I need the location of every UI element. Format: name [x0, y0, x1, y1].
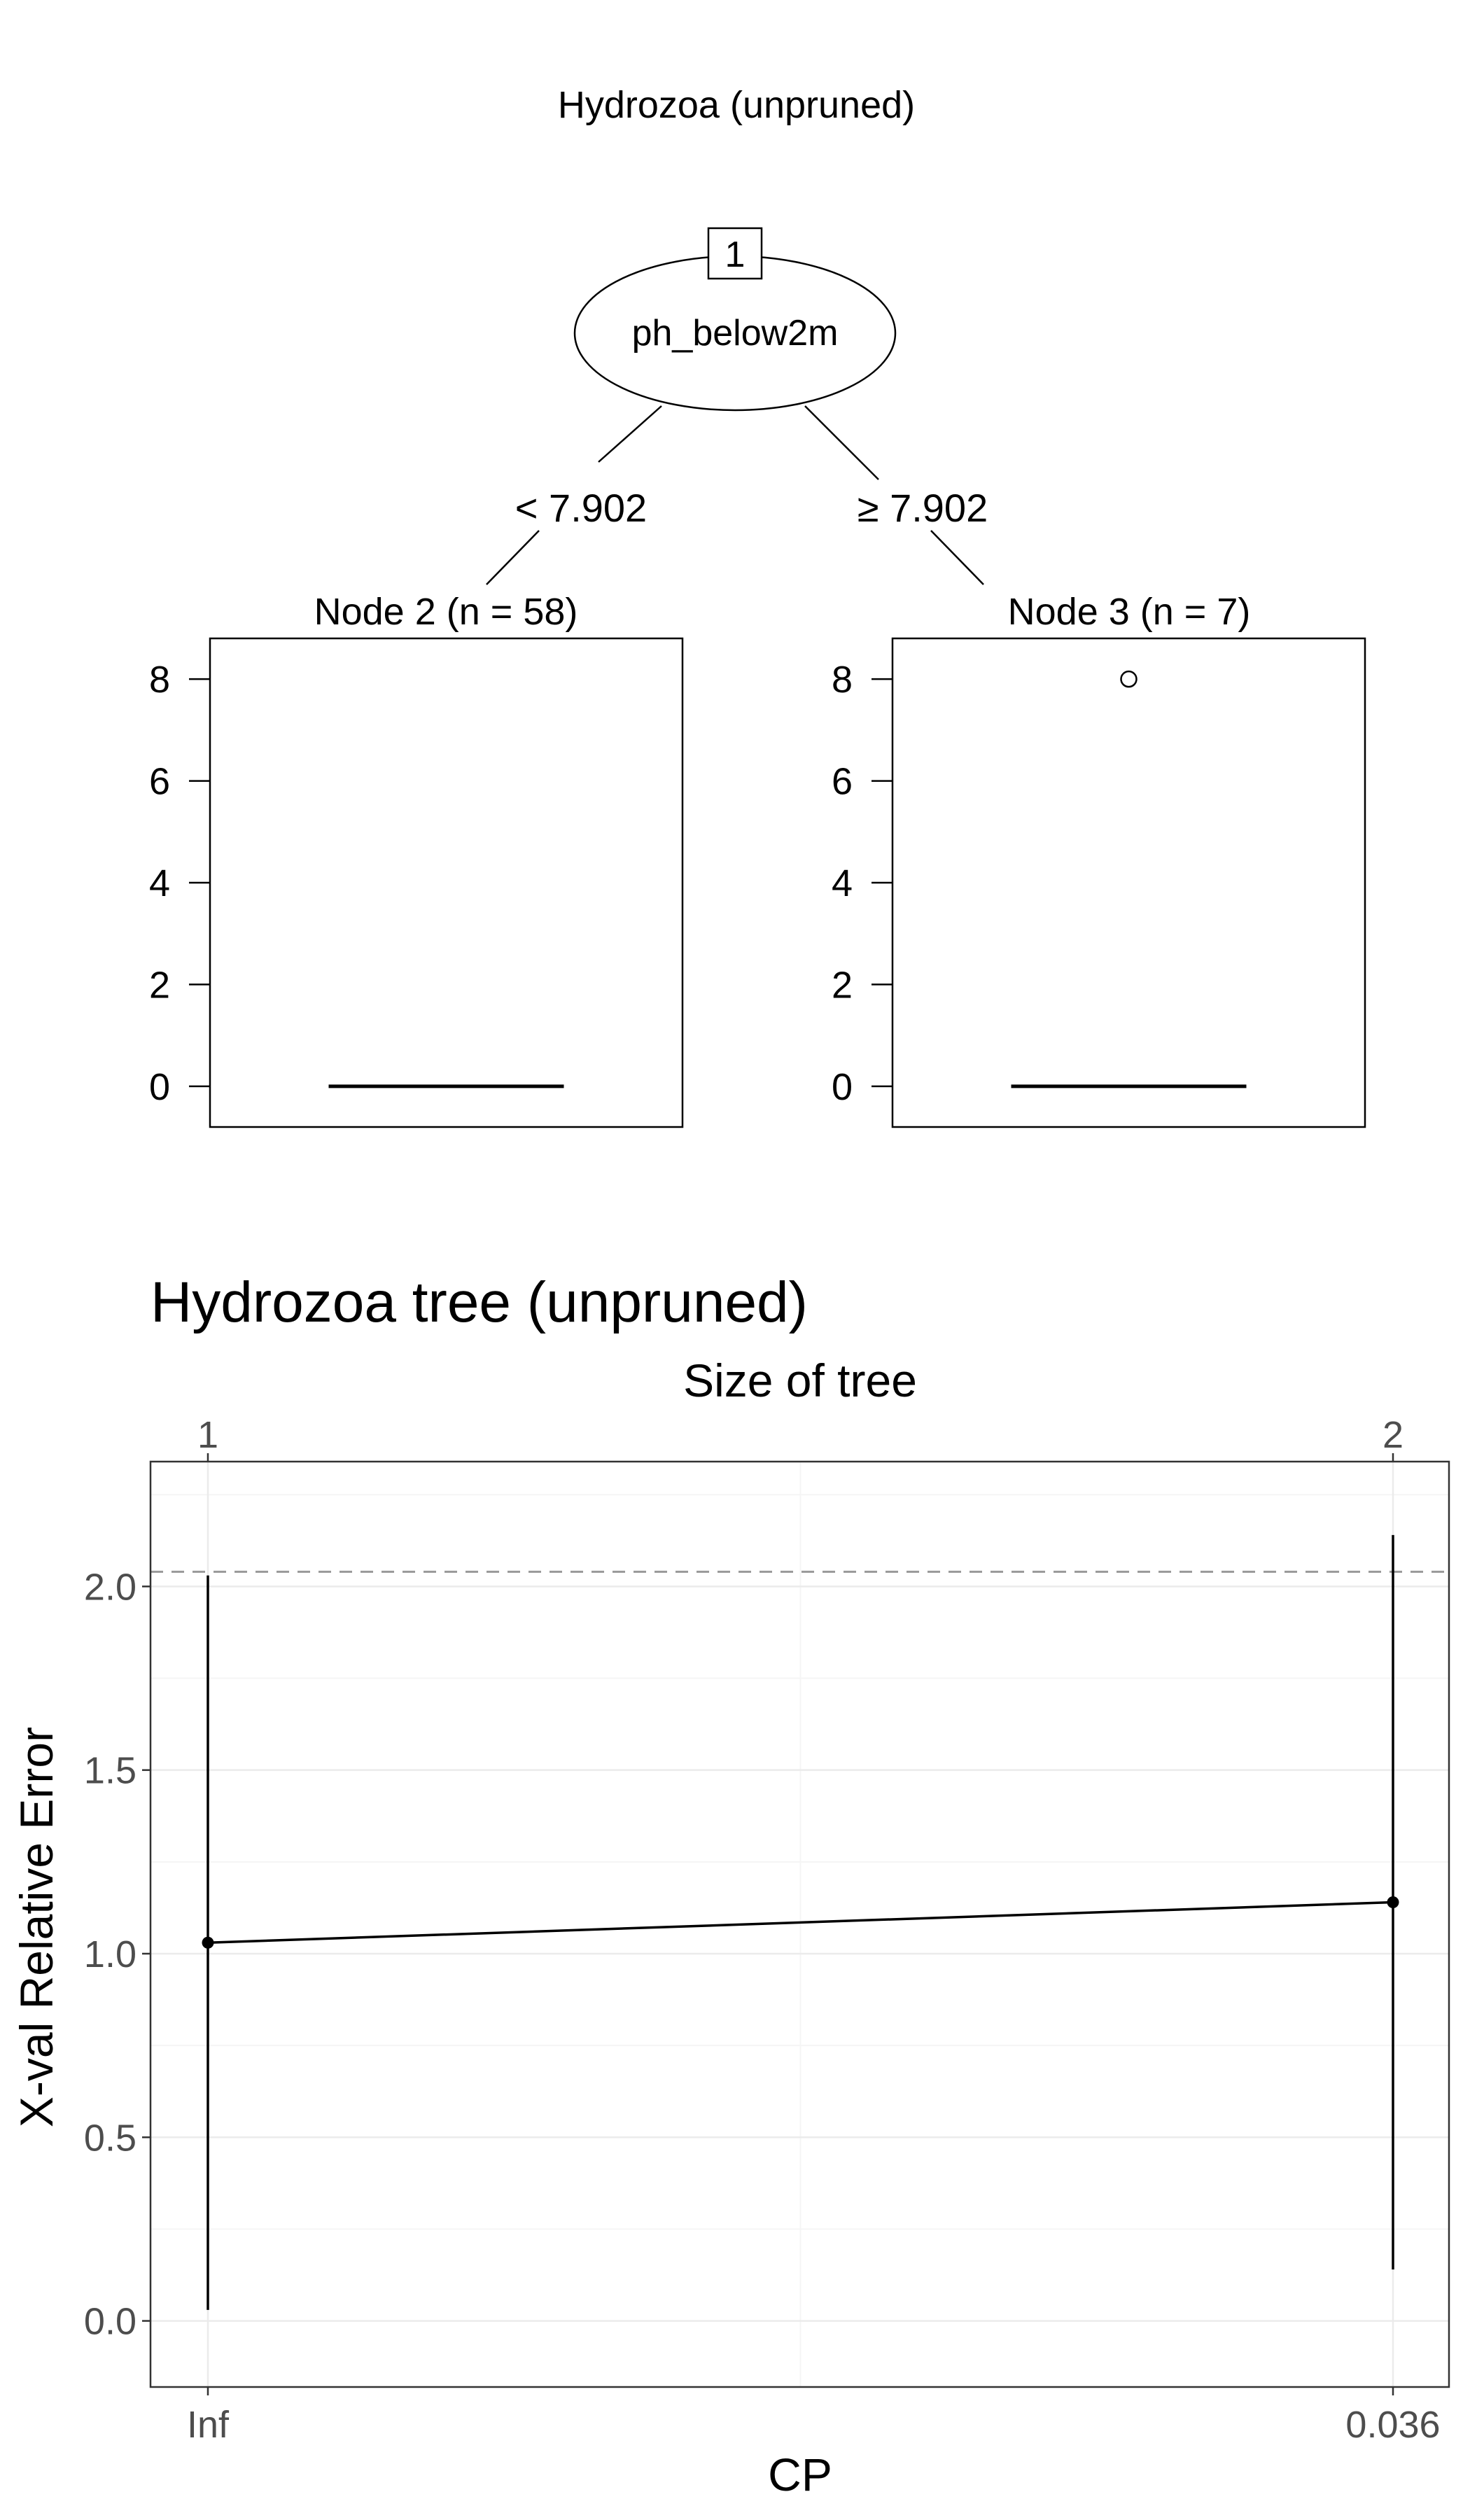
leaf-y-tick-label: 4 [149, 862, 170, 904]
tree-edge-left-lower [486, 530, 540, 585]
cp-plot-panel: 0.0 0.5 1.0 1.5 2.0 Inf 0.036 1 2 [84, 1414, 1450, 2446]
node-id-label: 1 [725, 234, 746, 275]
y-axis-label: X-val Relative Error [10, 1727, 62, 2127]
tree-edge-right-upper [804, 405, 879, 480]
node-id-box [707, 227, 763, 280]
cp-panel-border [149, 1460, 1450, 2388]
x-tick-label: 0.036 [1345, 2404, 1440, 2446]
x-tick-label: Inf [187, 2404, 230, 2446]
leaf-y-tick-label: 4 [832, 862, 853, 904]
y-tick-label: 0.5 [84, 2117, 136, 2159]
tree-edge-right-lower [930, 530, 984, 585]
leaf-frame [891, 637, 1366, 1128]
y-tick-label: 0.0 [84, 2301, 136, 2343]
cp-plot-title: Hydrozoa tree (unpruned) [150, 1270, 808, 1334]
top-tick-label: 1 [197, 1414, 218, 1456]
data-point [1387, 1896, 1399, 1909]
leaf-y-tick-label: 2 [832, 964, 853, 1006]
leaf-y-tick-label: 6 [832, 761, 853, 803]
y-tick-label: 1.5 [84, 1750, 136, 1792]
top-tick-label: 2 [1382, 1414, 1404, 1456]
y-tick-label: 2.0 [84, 1566, 136, 1608]
leaf-frame [209, 637, 684, 1128]
error-line [207, 1900, 1394, 1944]
leaf-panel-node-3: 0 2 4 6 8 [832, 637, 1366, 1128]
leaf-y-tick-label: 0 [832, 1066, 853, 1108]
leaf-label-node-2: Node 2 (n = 58) [314, 591, 578, 633]
split-label-left: < 7.902 [515, 486, 647, 530]
data-point [202, 1936, 214, 1949]
boxplot-outlier [1120, 670, 1138, 688]
leaf-y-tick-label: 0 [149, 1066, 170, 1108]
leaf-label-node-3: Node 3 (n = 7) [1008, 591, 1251, 633]
leaf-panel-node-2: 0 2 4 6 8 [149, 637, 684, 1128]
x-axis-label: CP [768, 2449, 832, 2500]
top-axis-label: Size of tree [683, 1354, 917, 1406]
root-split-variable: ph_below2m [632, 313, 839, 354]
tree-edge-left-upper [598, 405, 662, 463]
leaf-y-tick-label: 6 [149, 761, 170, 803]
leaf-y-tick-label: 8 [832, 659, 853, 701]
leaf-y-tick-label: 8 [149, 659, 170, 701]
y-tick-label: 1.0 [84, 1933, 136, 1975]
leaf-y-tick-label: 2 [149, 964, 170, 1006]
tree-title: Hydrozoa (unpruned) [558, 84, 915, 126]
split-label-right: ≥ 7.902 [858, 486, 988, 530]
